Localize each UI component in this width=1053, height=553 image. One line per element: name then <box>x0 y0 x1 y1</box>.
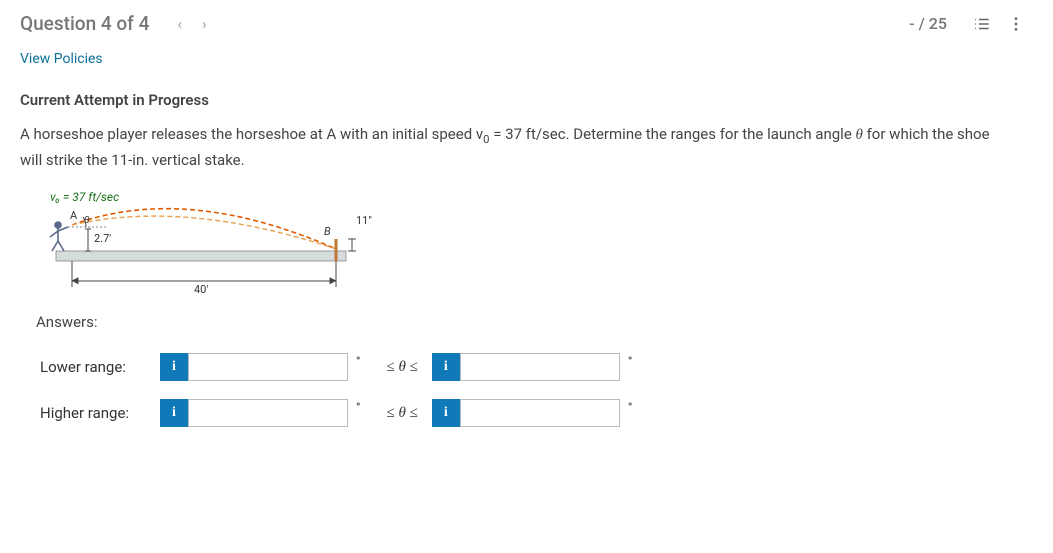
range-between: ≤ θ ≤ <box>386 405 417 422</box>
higher-range-row: Higher range: i ° ≤ θ ≤ i ° <box>0 395 1053 441</box>
fig-stake-height: 11" <box>356 214 372 227</box>
more-icon[interactable] <box>1007 15 1025 33</box>
fig-distance: 40' <box>194 283 208 296</box>
answers-heading: Answers: <box>0 313 1053 349</box>
problem-figure: v₀ = 37 ft/sec A θ 2.7' B 11" 40' <box>36 189 376 299</box>
degree-symbol: ° <box>628 354 632 368</box>
higher-range-label: Higher range: <box>40 404 160 422</box>
lower-range-label: Lower range: <box>40 358 160 376</box>
info-icon[interactable]: i <box>432 399 460 427</box>
degree-symbol: ° <box>356 354 360 368</box>
fig-point-b: B <box>324 225 331 238</box>
question-text: A horseshoe player releases the horsesho… <box>0 123 1010 189</box>
degree-symbol: ° <box>356 400 360 414</box>
info-icon[interactable]: i <box>160 353 188 381</box>
view-policies-link[interactable]: View Policies <box>0 43 1053 81</box>
degree-symbol: ° <box>628 400 632 414</box>
range-between: ≤ θ ≤ <box>386 359 417 376</box>
list-icon[interactable] <box>973 15 991 33</box>
higher-to-input[interactable] <box>460 399 620 427</box>
next-arrow-icon[interactable]: › <box>192 15 217 33</box>
lower-to-input[interactable] <box>460 353 620 381</box>
fig-release-height: 2.7' <box>94 232 111 245</box>
attempt-title: Current Attempt in Progress <box>0 81 1053 123</box>
info-icon[interactable]: i <box>160 399 188 427</box>
fig-v0-label: v₀ = 37 ft/sec <box>50 190 119 204</box>
info-icon[interactable]: i <box>432 353 460 381</box>
fig-point-a: A <box>70 209 78 222</box>
question-number: Question 4 of 4 <box>20 12 149 35</box>
lower-range-row: Lower range: i ° ≤ θ ≤ i ° <box>0 349 1053 395</box>
lower-from-input[interactable] <box>188 353 348 381</box>
score-display: - / 25 <box>909 14 947 33</box>
higher-from-input[interactable] <box>188 399 348 427</box>
prev-arrow-icon[interactable]: ‹ <box>167 15 192 33</box>
fig-theta: θ <box>84 215 90 226</box>
